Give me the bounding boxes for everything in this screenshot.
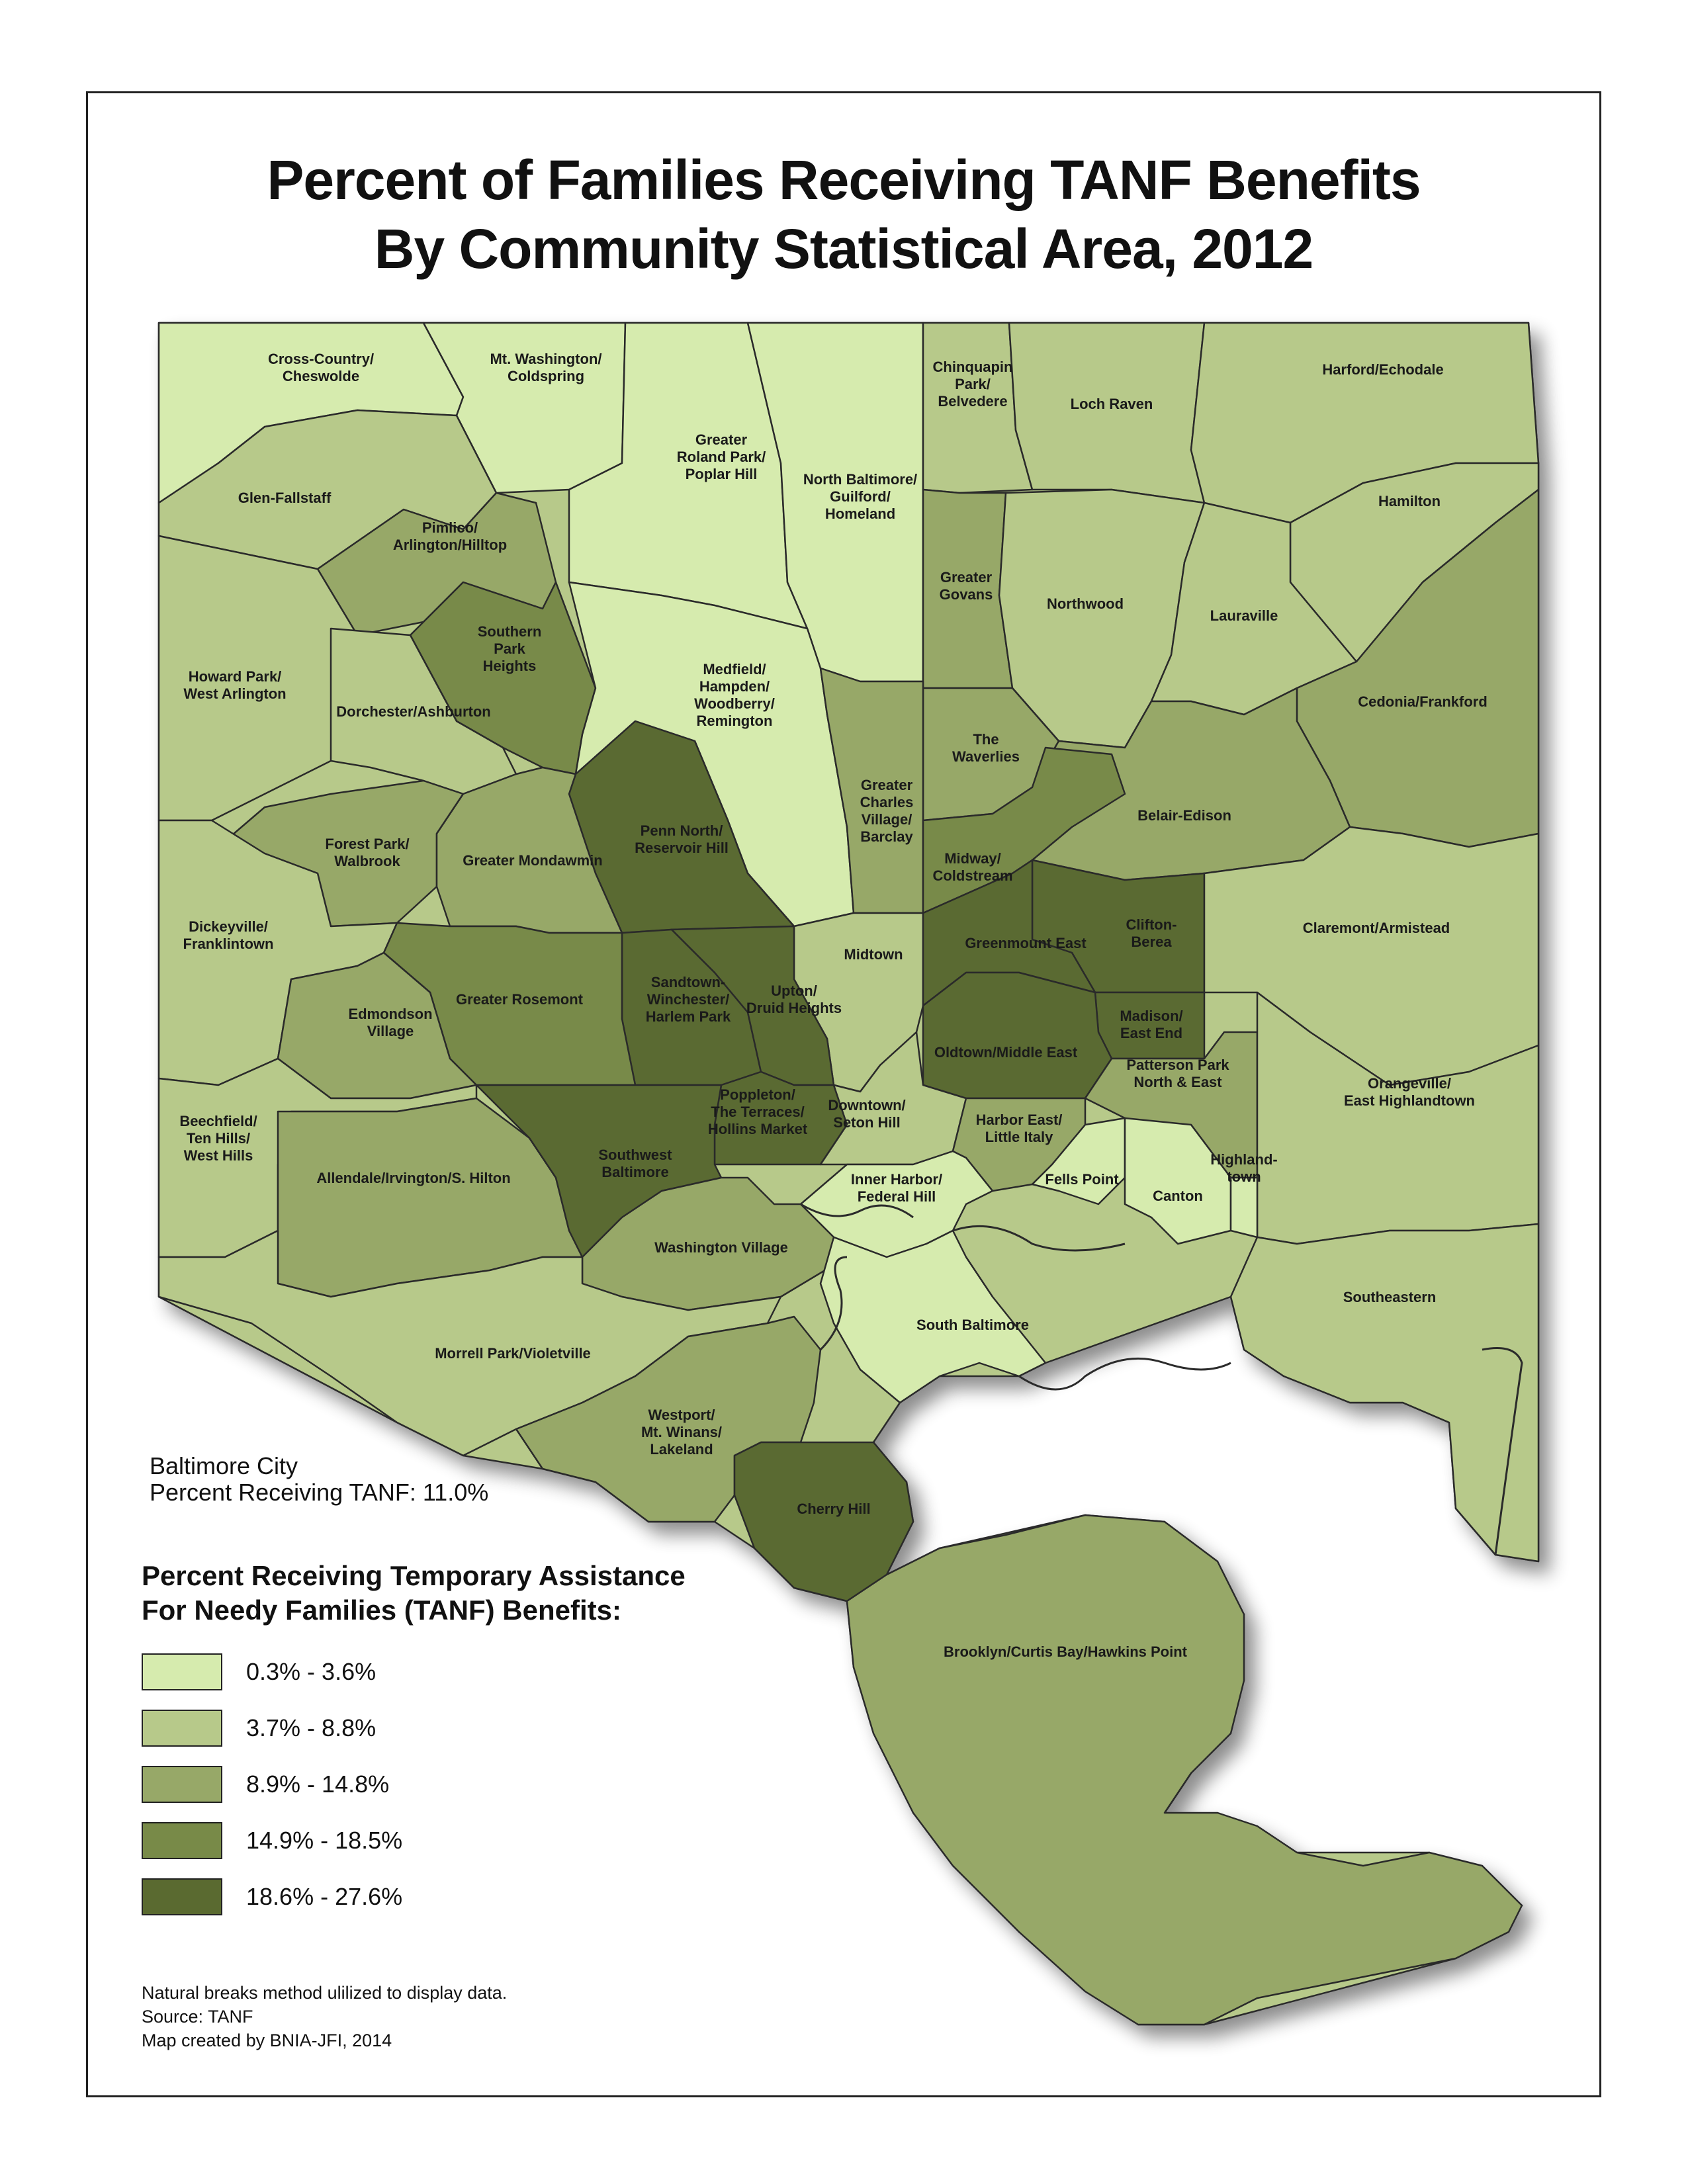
area-label-dorchester-ashburton: Dorchester/Ashburton bbox=[336, 703, 490, 720]
legend-title-line-1: Percent Receiving Temporary Assistance bbox=[142, 1560, 686, 1591]
area-label-loch-raven: Loch Raven bbox=[1071, 396, 1153, 412]
city-summary: Baltimore City Percent Receiving TANF: 1… bbox=[150, 1453, 488, 1506]
area-label-southwest-baltimore: Southwest Baltimore bbox=[598, 1147, 672, 1180]
area-label-highlandtown: Highland-town bbox=[1210, 1151, 1277, 1185]
area-label-forest-park-walbrook: Forest Park/Walbrook bbox=[325, 836, 409, 869]
area-label-harbor-east-little-italy: Harbor East/Little Italy bbox=[976, 1112, 1063, 1145]
area-label-morrell-park-violetville: Morrell Park/Violetville bbox=[435, 1345, 591, 1362]
area-label-chinquapin-park-belvedere: Chinquapin Park/Belvedere bbox=[933, 359, 1013, 410]
legend-title-line-2: For Needy Families (TANF) Benefits: bbox=[142, 1594, 621, 1626]
shoreline bbox=[800, 1203, 914, 1219]
area-label-southern-park-heights: Southern Park Heights bbox=[478, 623, 542, 674]
area-label-sandtown-winchester-harlem-park: Sandtown-Winchester/Harlem Park bbox=[646, 974, 731, 1025]
map-title: Percent of Families Receiving TANF Benef… bbox=[86, 146, 1601, 283]
legend-label: 8.9% - 14.8% bbox=[246, 1770, 390, 1798]
title-line-1: Percent of Families Receiving TANF Benef… bbox=[267, 149, 1421, 211]
area-label-greater-roland-park-poplar-hill: Greater Roland Park/Poplar Hill bbox=[677, 431, 766, 482]
area-label-orangeville-east-highlandtown: Orangeville/East Highlandtown bbox=[1344, 1075, 1475, 1109]
area-label-patterson-park-north-east: Patterson Park North & East bbox=[1126, 1057, 1229, 1090]
area-label-fells-point: Fells Point bbox=[1045, 1171, 1119, 1188]
legend-row: 8.9% - 14.8% bbox=[142, 1765, 389, 1804]
area-label-medfield-hampden-woodberry-remington: Medfield/Hampden/Woodberry/Remington bbox=[694, 661, 775, 729]
area-label-glen-fallstaff: Glen-Fallstaff bbox=[238, 490, 332, 506]
area-label-mt-washington-coldspring: Mt. Washington/Coldspring bbox=[490, 351, 601, 384]
area-loch-raven[interactable] bbox=[1008, 322, 1206, 504]
shoreline bbox=[1482, 1347, 1523, 1555]
area-label-canton: Canton bbox=[1153, 1188, 1203, 1204]
area-label-midway-coldstream: Midway/Coldstream bbox=[932, 850, 1012, 884]
area-label-greater-rosemont: Greater Rosemont bbox=[456, 991, 584, 1008]
area-label-upton-druid-heights: Upton/Druid Heights bbox=[746, 983, 842, 1016]
area-label-downtown-seton-hill: Downtown/Seton Hill bbox=[828, 1097, 905, 1131]
area-highlandtown[interactable] bbox=[1229, 1176, 1259, 1239]
area-brooklyn-curtis-bay-hawkins-point[interactable] bbox=[846, 1514, 1523, 2026]
area-label-cross-country-cheswolde: Cross-Country/Cheswolde bbox=[268, 351, 374, 384]
method-note: Natural breaks method ulilized to displa… bbox=[142, 1983, 508, 2003]
area-label-clifton-berea: Clifton-Berea bbox=[1126, 916, 1177, 950]
area-label-edmondson-village: Edmondson Village bbox=[348, 1006, 432, 1039]
area-south-baltimore[interactable] bbox=[819, 1229, 1047, 1404]
area-label-the-waverlies: The Waverlies bbox=[952, 731, 1020, 765]
source-note: Source: TANF bbox=[142, 2007, 253, 2027]
area-label-penn-north-reservoir-hill: Penn North/Reservoir Hill bbox=[635, 822, 729, 856]
area-label-oldtown-middle-east: Oldtown/Middle East bbox=[934, 1044, 1078, 1061]
area-label-claremont-armistead: Claremont/Armistead bbox=[1303, 920, 1450, 936]
shoreline bbox=[819, 1256, 848, 1351]
city-name: Baltimore City bbox=[150, 1452, 298, 1479]
area-label-howard-park-west-arlington: Howard Park/West Arlington bbox=[183, 668, 286, 702]
area-label-harford-echodale: Harford/Echodale bbox=[1322, 361, 1443, 378]
legend-swatch bbox=[142, 1822, 222, 1859]
map-notes: Natural breaks method ulilized to displa… bbox=[142, 1981, 507, 2052]
legend-row: 18.6% - 27.6% bbox=[142, 1878, 402, 1916]
legend-title: Percent Receiving Temporary Assistance F… bbox=[142, 1559, 686, 1628]
area-label-allendale-irvington-s-hilton: Allendale/Irvington/S. Hilton bbox=[316, 1170, 510, 1186]
area-label-inner-harbor-federal-hill: Inner Harbor/Federal Hill bbox=[851, 1171, 942, 1205]
title-line-2: By Community Statistical Area, 2012 bbox=[374, 218, 1313, 280]
area-label-cedonia-frankford: Cedonia/Frankford bbox=[1358, 693, 1488, 710]
area-label-belair-edison: Belair-Edison bbox=[1137, 807, 1231, 824]
legend-row: 3.7% - 8.8% bbox=[142, 1709, 376, 1747]
legend-swatch bbox=[142, 1878, 222, 1915]
area-label-madison-east-end: Madison/East End bbox=[1120, 1008, 1182, 1041]
area-label-north-baltimore-guilford-homeland: North Baltimore/Guilford/Homeland bbox=[803, 471, 917, 522]
area-label-south-baltimore: South Baltimore bbox=[916, 1317, 1029, 1333]
shoreline bbox=[952, 1225, 1126, 1252]
legend-swatch bbox=[142, 1766, 222, 1803]
area-label-greenmount-east: Greenmount East bbox=[965, 935, 1087, 951]
area-oldtown-middle-east[interactable] bbox=[922, 971, 1113, 1100]
area-label-greater-govans: Greater Govans bbox=[940, 569, 993, 603]
area-label-dickeyville-franklintown: Dickeyville/Franklintown bbox=[183, 918, 274, 952]
area-label-greater-charles-village-barclay: Greater Charles Village/Barclay bbox=[860, 777, 914, 845]
legend-swatch bbox=[142, 1653, 222, 1690]
area-label-lauraville: Lauraville bbox=[1210, 607, 1278, 624]
legend-row: 14.9% - 18.5% bbox=[142, 1821, 402, 1860]
map-frame bbox=[86, 91, 1601, 2097]
area-label-northwood: Northwood bbox=[1047, 595, 1124, 612]
area-canton[interactable] bbox=[1124, 1117, 1232, 1245]
legend-label: 3.7% - 8.8% bbox=[246, 1714, 377, 1741]
area-label-southeastern: Southeastern bbox=[1343, 1289, 1437, 1305]
area-cherry-hill[interactable] bbox=[733, 1441, 914, 1602]
credit-note: Map created by BNIA-JFI, 2014 bbox=[142, 2031, 392, 2050]
area-label-poppleton-terraces-hollins-market: Poppleton/The Terraces/Hollins Market bbox=[708, 1086, 808, 1137]
legend-swatch bbox=[142, 1710, 222, 1747]
area-label-beechfield-ten-hills-west-hills: Beechfield/Ten Hills/West Hills bbox=[179, 1113, 257, 1164]
area-label-midtown: Midtown bbox=[844, 946, 903, 963]
area-label-hamilton: Hamilton bbox=[1378, 493, 1441, 509]
area-morrell-park-violetville[interactable] bbox=[157, 1229, 782, 1457]
area-southeastern[interactable] bbox=[1229, 1223, 1540, 1563]
area-label-greater-mondawmin: Greater Mondawmin bbox=[463, 852, 602, 869]
shoreline bbox=[1018, 1357, 1231, 1391]
legend-row: 0.3% - 3.6% bbox=[142, 1653, 376, 1691]
area-label-cherry-hill: Cherry Hill bbox=[797, 1501, 870, 1517]
city-rate: Percent Receiving TANF: 11.0% bbox=[150, 1479, 489, 1506]
legend-label: 0.3% - 3.6% bbox=[246, 1658, 377, 1685]
area-label-pimlico-arlington-hilltop: Pimlico/Arlington/Hilltop bbox=[393, 519, 507, 553]
legend-label: 14.9% - 18.5% bbox=[246, 1827, 403, 1854]
area-label-westport-mt-winans-lakeland: Westport/Mt. Winans/Lakeland bbox=[641, 1407, 722, 1458]
legend-label: 18.6% - 27.6% bbox=[246, 1883, 403, 1910]
area-label-washington-village: Washington Village bbox=[654, 1239, 788, 1256]
area-label-brooklyn-curtis-bay-hawkins-point: Brooklyn/Curtis Bay/Hawkins Point bbox=[944, 1643, 1188, 1660]
